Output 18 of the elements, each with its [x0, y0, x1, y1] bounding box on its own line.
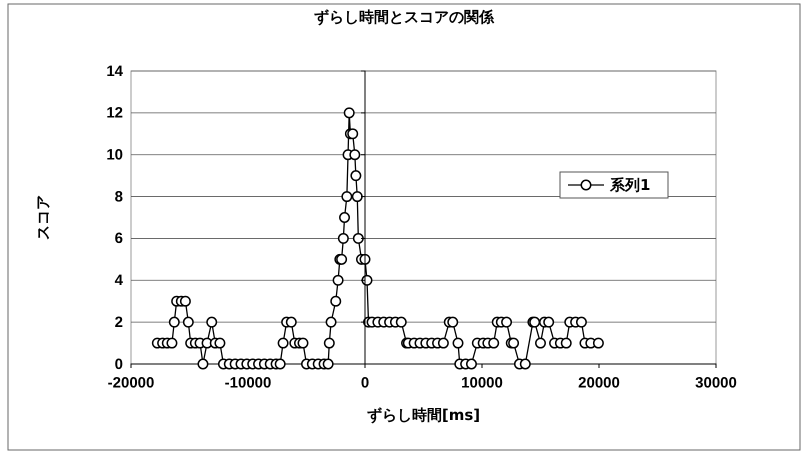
- y-tick-label: 8: [114, 188, 123, 206]
- y-tick-label: 14: [106, 62, 124, 80]
- y-tick-label: 12: [106, 104, 123, 122]
- chart-title: ずらし時間とスコアの関係: [314, 8, 495, 26]
- x-tick-label: 0: [360, 374, 370, 392]
- x-axis-title: ずらし時間[ms]: [366, 406, 480, 424]
- y-tick-label: 0: [114, 356, 123, 373]
- y-axis-title: スコア: [34, 195, 52, 240]
- x-tick-label: 10000: [461, 374, 503, 392]
- x-tick-label: -10000: [224, 374, 272, 392]
- legend-label: 系列1: [609, 176, 650, 194]
- y-tick-label: 6: [114, 230, 123, 248]
- y-tick-label: 4: [114, 272, 124, 290]
- y-tick-label: 2: [114, 314, 123, 331]
- y-tick-label: 10: [106, 146, 123, 164]
- x-tick-label: -20000: [108, 374, 154, 392]
- x-tick-label: 30000: [695, 374, 737, 392]
- x-tick-label: 20000: [578, 374, 620, 392]
